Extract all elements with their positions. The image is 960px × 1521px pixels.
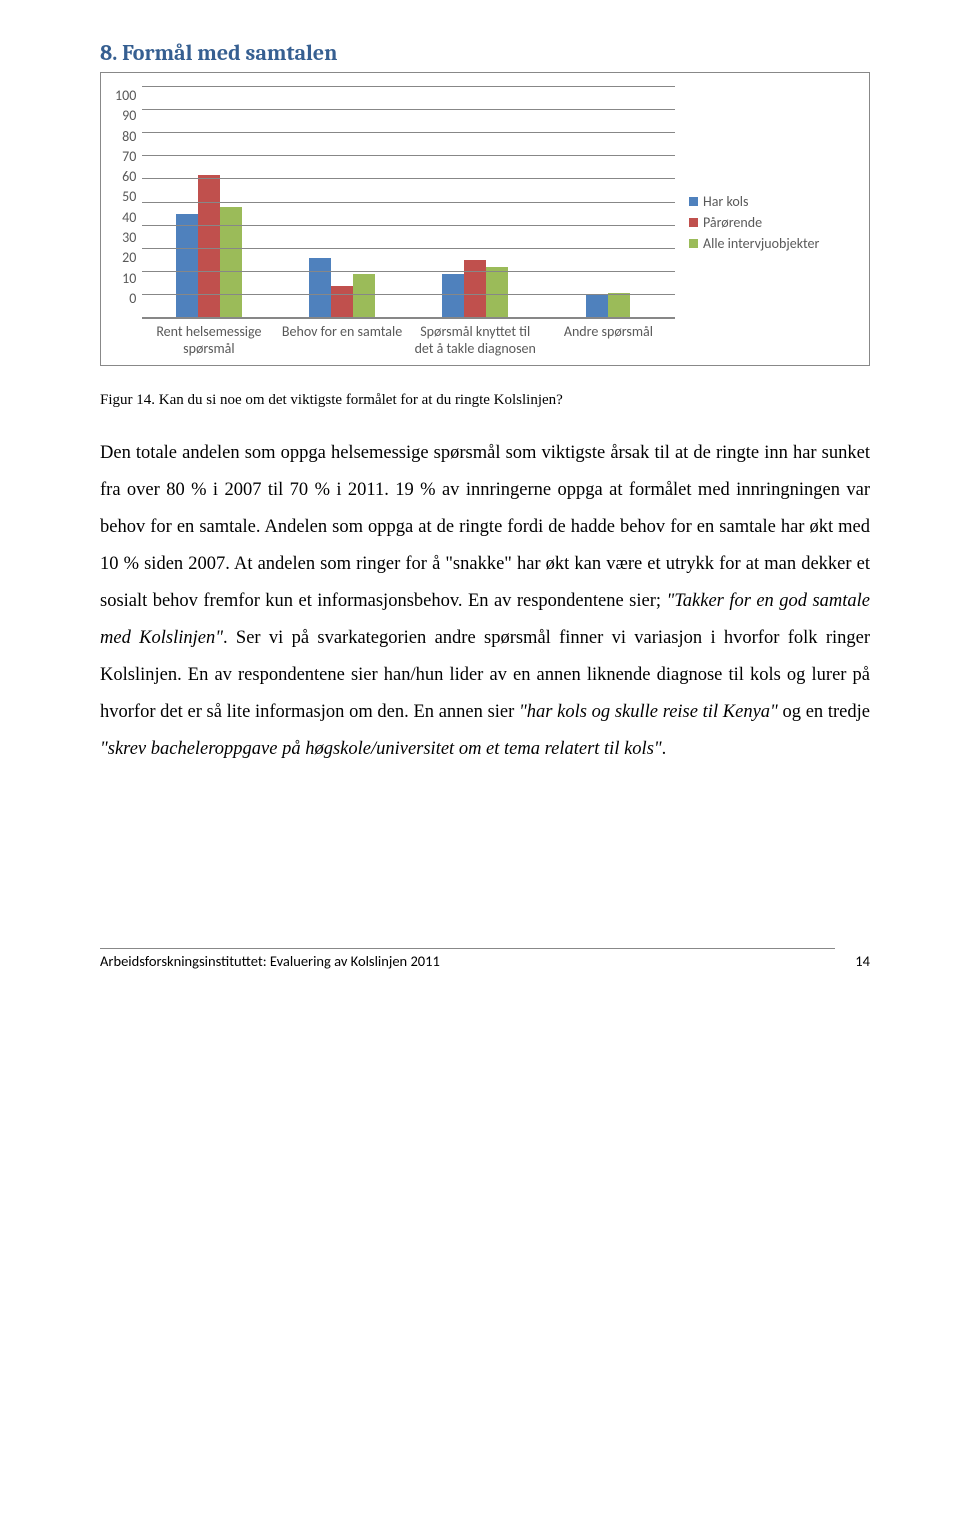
section-heading: 8. Formål med samtalen <box>100 40 870 66</box>
bar <box>353 274 375 318</box>
y-tick-label: 80 <box>122 128 136 145</box>
chart-plot-area <box>142 87 675 319</box>
grid-line <box>142 202 675 203</box>
bar <box>198 175 220 318</box>
bar <box>464 260 486 318</box>
figure-caption: Figur 14. Kan du si noe om det viktigste… <box>100 392 870 409</box>
grid-line <box>142 271 675 272</box>
grid-line <box>142 86 675 87</box>
y-tick-label: 10 <box>122 270 136 287</box>
grid-line <box>142 109 675 110</box>
y-tick-label: 20 <box>122 249 136 266</box>
grid-line <box>142 248 675 249</box>
bar <box>442 274 464 318</box>
y-tick-label: 0 <box>129 290 136 307</box>
legend-item: Pårørende <box>689 214 855 231</box>
y-tick-label: 100 <box>115 87 136 104</box>
y-tick-label: 50 <box>122 188 136 205</box>
footer-rule <box>100 948 835 949</box>
body-text-run: . <box>662 739 667 759</box>
grid-line <box>142 225 675 226</box>
grid-line <box>142 317 675 318</box>
bar <box>331 286 353 318</box>
grid-line <box>142 294 675 295</box>
x-tick-label: Andre spørsmål <box>542 323 675 357</box>
bar-group <box>542 87 675 318</box>
body-text-run: og en tredje <box>778 702 870 722</box>
x-tick-label: Behov for en samtale <box>275 323 408 357</box>
legend-swatch <box>689 239 698 248</box>
legend-item: Alle intervjuobjekter <box>689 235 855 252</box>
chart-bars <box>142 87 675 318</box>
x-tick-label: Spørsmål knyttet til det å takle diagnos… <box>409 323 542 357</box>
page-footer: Arbeidsforskningsinstituttet: Evaluering… <box>100 948 870 970</box>
footer-left-text: Arbeidsforskningsinstituttet: Evaluering… <box>100 952 440 970</box>
bar <box>586 295 608 318</box>
chart-y-axis: 1009080706050403020100 <box>115 87 142 307</box>
x-tick-label: Rent helsemessige spørsmål <box>142 323 275 357</box>
chart-x-labels: Rent helsemessige spørsmålBehov for en s… <box>142 323 675 357</box>
bar <box>309 258 331 318</box>
bar <box>176 214 198 318</box>
body-paragraph: Den totale andelen som oppga helsemessig… <box>100 435 870 768</box>
bar <box>486 267 508 318</box>
grid-line <box>142 132 675 133</box>
chart-plot: 1009080706050403020100 Rent helsemessige… <box>115 87 855 357</box>
body-quote: "skrev bacheleroppgave på høgskole/unive… <box>100 739 662 759</box>
bar-group <box>409 87 542 318</box>
chart-legend: Har kols Pårørende Alle intervjuobjekter <box>675 87 855 357</box>
bar <box>608 293 630 318</box>
legend-item: Har kols <box>689 193 855 210</box>
bar-group <box>275 87 408 318</box>
legend-swatch <box>689 197 698 206</box>
y-tick-label: 40 <box>122 209 136 226</box>
legend-label: Pårørende <box>703 214 762 231</box>
page-number: 14 <box>855 952 870 970</box>
y-tick-label: 60 <box>122 168 136 185</box>
y-tick-label: 30 <box>122 229 136 246</box>
legend-label: Har kols <box>703 193 748 210</box>
grid-line <box>142 178 675 179</box>
body-text-run: Den totale andelen som oppga helsemessig… <box>100 443 870 611</box>
body-quote: "har kols og skulle reise til Kenya" <box>519 702 778 722</box>
grid-line <box>142 155 675 156</box>
chart-container: 1009080706050403020100 Rent helsemessige… <box>100 72 870 366</box>
y-tick-label: 70 <box>122 148 136 165</box>
legend-label: Alle intervjuobjekter <box>703 235 819 252</box>
legend-swatch <box>689 218 698 227</box>
bar-group <box>142 87 275 318</box>
y-tick-label: 90 <box>122 107 136 124</box>
